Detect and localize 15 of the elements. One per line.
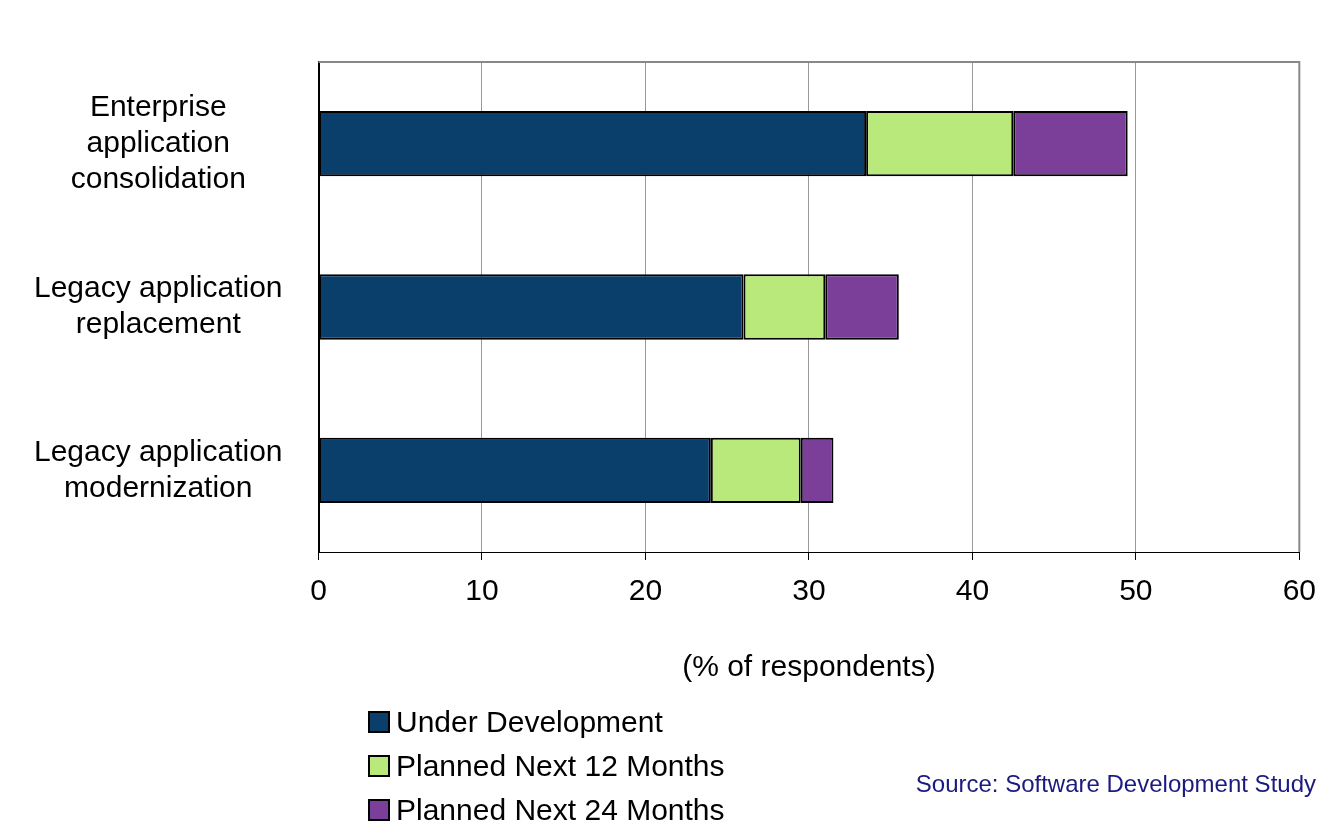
- x-tick-label: 30: [792, 573, 826, 607]
- x-tick-label: 50: [1119, 573, 1153, 607]
- x-tick-label: 60: [1282, 573, 1316, 607]
- legend-label: Planned Next 12 Months: [396, 748, 725, 784]
- y-tick-label: Enterprise application consolidation: [70, 88, 246, 194]
- y-tick-label: Legacy application modernization: [34, 433, 283, 503]
- x-tick-label: 0: [310, 573, 327, 607]
- legend-label: Under Development: [396, 704, 663, 740]
- x-tick-label: 10: [465, 573, 499, 607]
- y-tick-label: Legacy application replacement: [34, 270, 283, 340]
- x-axis-title: (% of respondents): [682, 649, 936, 683]
- x-tick-label: 40: [955, 573, 990, 607]
- legend-label: Planned Next 24 Months: [396, 792, 725, 828]
- x-tick-label: 20: [628, 573, 663, 607]
- source-note: Source: Software Development Study: [915, 770, 1316, 798]
